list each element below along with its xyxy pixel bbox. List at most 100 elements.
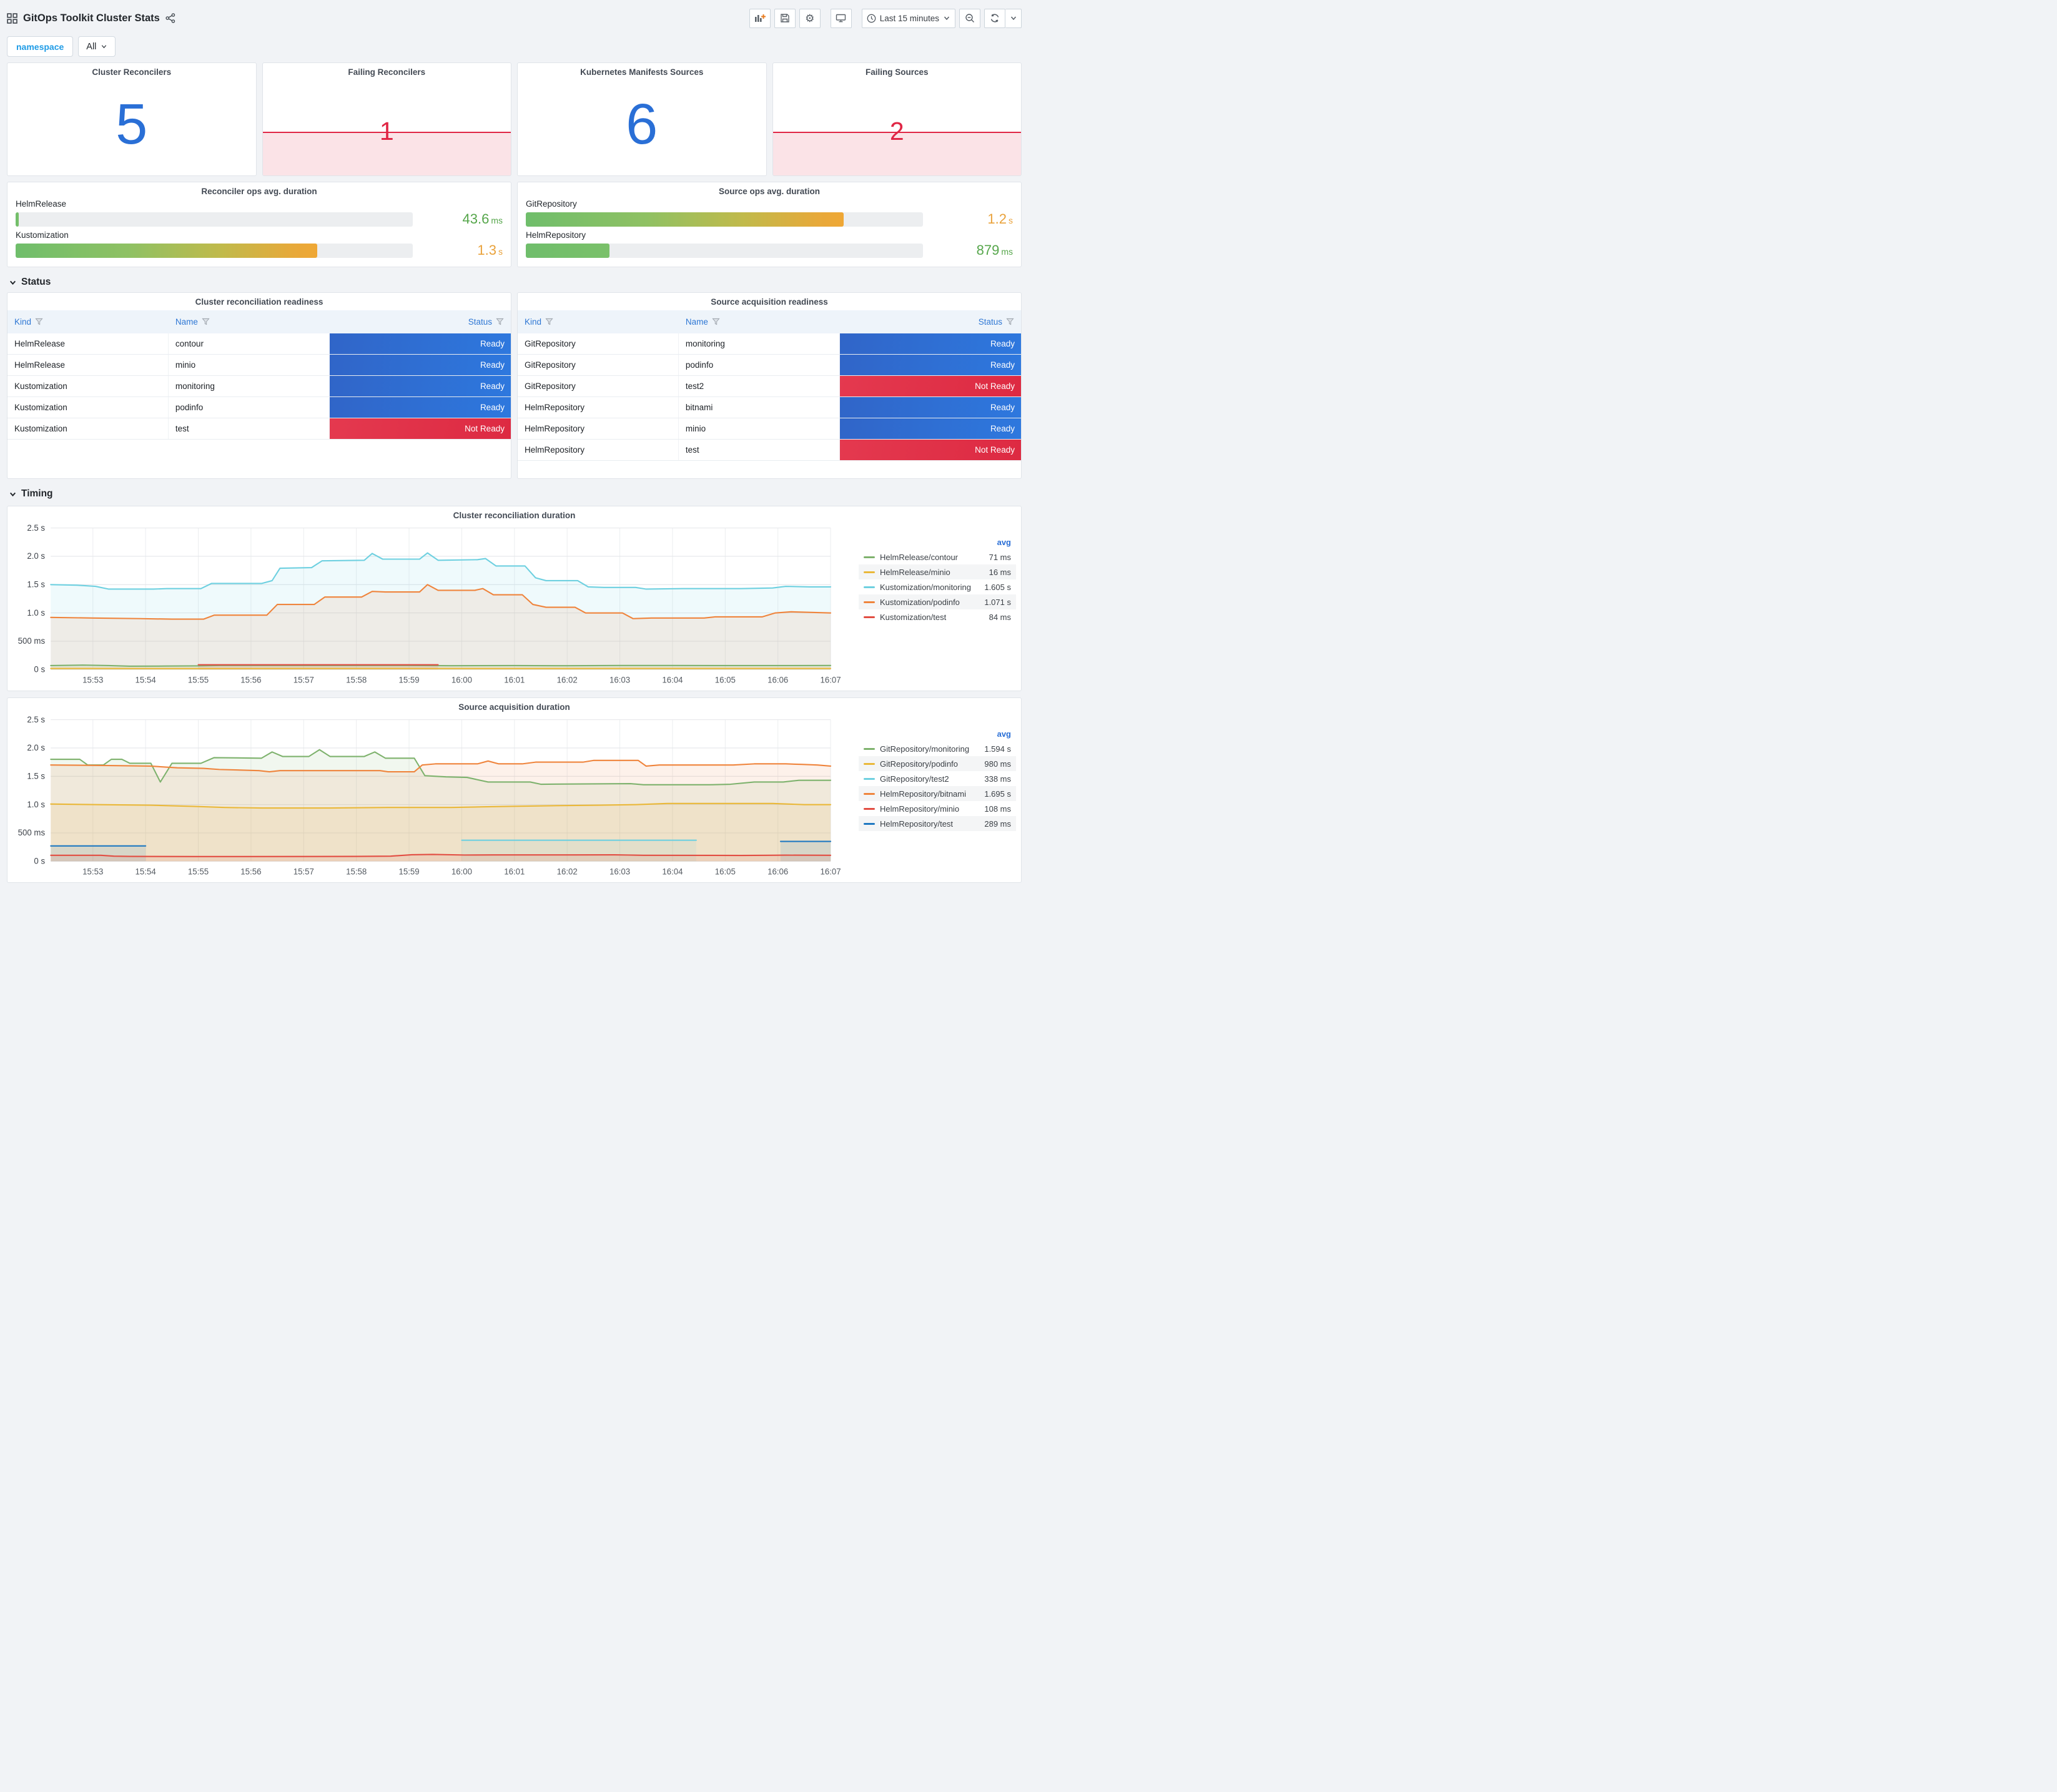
svg-text:15:55: 15:55 <box>188 867 209 876</box>
cell-kind: HelmRelease <box>7 333 169 354</box>
legend-series-swatch <box>864 792 875 795</box>
legend-series-swatch <box>864 616 875 618</box>
svg-text:15:56: 15:56 <box>240 867 261 876</box>
gauge-line: 43.6 ms <box>16 211 503 227</box>
variable-namespace-label[interactable]: namespace <box>7 36 74 57</box>
column-label: Name <box>175 317 198 327</box>
svg-text:15:58: 15:58 <box>346 675 367 684</box>
cell-kind: GitRepository <box>518 333 679 354</box>
svg-text:16:03: 16:03 <box>609 867 630 876</box>
legend-item[interactable]: Kustomization/test 84 ms <box>859 609 1016 624</box>
svg-text:1.5 s: 1.5 s <box>27 579 45 589</box>
chart-plot-area[interactable]: 15:53 15:54 15:55 15:56 15:57 15:58 15:59 16:00… <box>11 521 859 688</box>
gauge-row: GitRepository 1.2 s <box>526 199 1013 227</box>
status-badge: Ready <box>839 418 1021 439</box>
dashboard-header: GitOps Toolkit Cluster Stats ⚙ Last 15 m… <box>7 5 1022 31</box>
gauge-row: HelmRelease 43.6 ms <box>16 199 503 227</box>
refresh-interval-dropdown[interactable] <box>1005 8 1022 28</box>
cell-kind: HelmRepository <box>518 397 679 418</box>
table-column-header-name[interactable]: Name <box>169 310 330 333</box>
time-range-picker[interactable]: Last 15 minutes <box>861 8 955 28</box>
status-badge: Ready <box>839 397 1021 418</box>
svg-text:15:57: 15:57 <box>294 675 314 684</box>
cell-name: minio <box>679 418 840 439</box>
legend-item[interactable]: GitRepository/podinfo 980 ms <box>859 756 1016 771</box>
section-status[interactable]: Status <box>9 277 1022 288</box>
legend-item[interactable]: GitRepository/monitoring 1.594 s <box>859 741 1016 756</box>
cell-kind: GitRepository <box>518 355 679 375</box>
legend-series-avg: 1.071 s <box>984 597 1011 607</box>
gauge-track <box>16 243 413 258</box>
charts-column: Cluster reconciliation duration 15:53 15:5… <box>7 506 1022 883</box>
save-dashboard-button[interactable] <box>774 8 796 28</box>
cell-name: podinfo <box>679 355 840 375</box>
legend-item[interactable]: GitRepository/test2 338 ms <box>859 771 1016 786</box>
stat-value: 5 <box>116 92 148 156</box>
dashboard-settings-button[interactable]: ⚙ <box>799 8 821 28</box>
legend-item[interactable]: Kustomization/podinfo 1.071 s <box>859 594 1016 609</box>
table-column-header-status[interactable]: Status <box>840 310 1021 333</box>
cycle-view-mode-button[interactable] <box>830 8 852 28</box>
table-column-header-name[interactable]: Name <box>679 310 840 333</box>
clock-icon <box>867 14 876 22</box>
legend-series-swatch <box>864 762 875 765</box>
zoom-out-button[interactable] <box>959 8 980 28</box>
legend-item[interactable]: HelmRelease/minio 16 ms <box>859 564 1016 579</box>
variable-namespace-value-dropdown[interactable]: All <box>78 36 116 57</box>
legend-item[interactable]: HelmRepository/test 289 ms <box>859 816 1016 831</box>
gauge-panel-title[interactable]: Reconciler ops avg. duration <box>201 187 317 196</box>
chart-body: 15:53 15:54 15:55 15:56 15:57 15:58 15:59 16:00… <box>7 520 1021 691</box>
legend-avg-header[interactable]: avg <box>997 729 1011 739</box>
legend-series-avg: 980 ms <box>984 759 1011 769</box>
refresh-button[interactable] <box>984 8 1005 28</box>
filter-funnel-icon <box>496 318 504 325</box>
table-panel-title[interactable]: Source acquisition readiness <box>711 297 828 307</box>
filter-funnel-icon <box>35 318 43 325</box>
stat-panel-title[interactable]: Cluster Reconcilers <box>92 67 172 77</box>
add-panel-button[interactable] <box>749 8 771 28</box>
gauge-panel-title[interactable]: Source ops avg. duration <box>718 187 821 196</box>
table-header-row: Kind Name Status <box>7 310 511 333</box>
svg-text:16:04: 16:04 <box>662 867 683 876</box>
legend-avg-header[interactable]: avg <box>997 538 1011 547</box>
legend-item[interactable]: HelmRelease/contour 71 ms <box>859 549 1016 564</box>
section-timing[interactable]: Timing <box>9 488 1022 500</box>
chart-panel-title[interactable]: Cluster reconciliation duration <box>453 511 576 520</box>
legend-series-avg: 71 ms <box>989 552 1011 562</box>
gauge-value-number: 1.2 <box>987 211 1007 227</box>
stat-panel-title[interactable]: Kubernetes Manifests Sources <box>580 67 704 77</box>
share-dashboard-icon[interactable] <box>165 13 175 23</box>
cell-kind: HelmRepository <box>518 440 679 460</box>
dashboards-grid-icon[interactable] <box>7 12 17 24</box>
chevron-down-icon <box>9 280 16 285</box>
gauge-value: 879 ms <box>930 242 1013 258</box>
gauge-label: HelmRelease <box>16 199 67 209</box>
svg-text:15:58: 15:58 <box>346 867 367 876</box>
stat-panel-body: 1 <box>262 77 511 175</box>
table-column-header-kind[interactable]: Kind <box>7 310 169 333</box>
svg-text:16:02: 16:02 <box>557 867 578 876</box>
section-timing-label: Timing <box>21 488 53 499</box>
column-label: Name <box>685 317 708 327</box>
table-column-header-kind[interactable]: Kind <box>518 310 679 333</box>
legend-series-swatch <box>864 586 875 588</box>
gauge-fill <box>16 212 19 227</box>
table-panel-title[interactable]: Cluster reconciliation readiness <box>195 297 323 307</box>
status-badge: Ready <box>329 376 511 396</box>
legend-item[interactable]: HelmRepository/minio 108 ms <box>859 801 1016 816</box>
stat-panel-title[interactable]: Failing Sources <box>865 67 929 77</box>
table-column-header-status[interactable]: Status <box>330 310 511 333</box>
svg-text:2.5 s: 2.5 s <box>27 523 45 533</box>
cell-name: monitoring <box>169 376 330 396</box>
chart-panel-title[interactable]: Source acquisition duration <box>458 702 570 712</box>
dashboard-toolbar: ⚙ Last 15 minutes <box>749 8 1022 28</box>
legend-item[interactable]: Kustomization/monitoring 1.605 s <box>859 579 1016 594</box>
status-badge: Ready <box>329 355 511 375</box>
chart-plot-area[interactable]: 15:53 15:54 15:55 15:56 15:57 15:58 15:59 16:00… <box>11 713 859 880</box>
legend-item[interactable]: HelmRepository/bitnami 1.695 s <box>859 786 1016 801</box>
svg-text:16:00: 16:00 <box>451 867 472 876</box>
status-badge: Ready <box>329 333 511 354</box>
stat-panel-title[interactable]: Failing Reconcilers <box>348 67 426 77</box>
table-panel: Cluster reconciliation readiness Kind Name… <box>7 292 511 479</box>
legend-series-swatch <box>864 601 875 603</box>
